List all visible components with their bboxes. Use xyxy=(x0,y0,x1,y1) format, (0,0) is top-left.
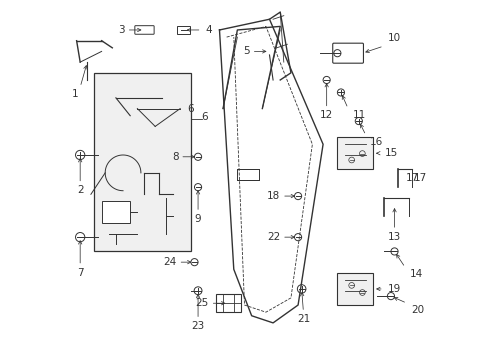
Text: 13: 13 xyxy=(387,232,400,242)
Text: 24: 24 xyxy=(163,257,176,267)
Bar xyxy=(177,26,190,33)
Bar xyxy=(237,169,258,180)
Text: 2: 2 xyxy=(77,185,83,195)
Text: 3: 3 xyxy=(118,25,124,35)
Text: 23: 23 xyxy=(191,321,204,331)
FancyBboxPatch shape xyxy=(135,26,154,34)
Bar xyxy=(94,73,190,251)
FancyBboxPatch shape xyxy=(332,43,363,63)
Text: 11: 11 xyxy=(352,111,365,120)
Text: 6: 6 xyxy=(187,104,194,113)
Text: 17: 17 xyxy=(405,173,418,183)
Text: 1: 1 xyxy=(72,89,78,99)
Text: 10: 10 xyxy=(387,33,401,43)
Text: 6: 6 xyxy=(201,112,208,122)
Text: 21: 21 xyxy=(296,314,309,324)
Text: 25: 25 xyxy=(195,298,208,308)
Text: 7: 7 xyxy=(77,267,83,278)
Text: 5: 5 xyxy=(243,46,249,57)
Bar xyxy=(102,202,130,223)
Text: 14: 14 xyxy=(408,269,422,279)
Bar xyxy=(337,273,372,305)
Text: 18: 18 xyxy=(266,191,280,201)
Bar xyxy=(216,294,241,312)
Text: 8: 8 xyxy=(171,152,178,162)
Text: 19: 19 xyxy=(387,284,401,294)
Text: 15: 15 xyxy=(384,148,397,158)
Text: 20: 20 xyxy=(410,305,424,315)
Text: 4: 4 xyxy=(205,25,212,35)
Text: 17: 17 xyxy=(413,173,427,183)
Bar xyxy=(337,137,372,169)
Text: 16: 16 xyxy=(369,137,383,147)
Text: 9: 9 xyxy=(194,214,201,224)
Text: 12: 12 xyxy=(319,111,333,120)
Text: 22: 22 xyxy=(266,232,280,242)
